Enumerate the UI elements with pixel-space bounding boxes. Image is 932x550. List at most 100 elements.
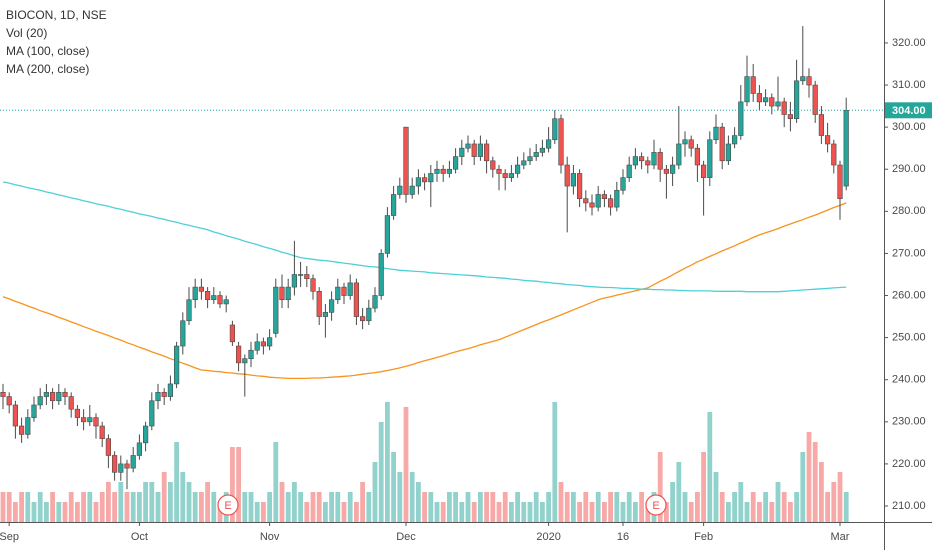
- candle-body: [167, 383, 174, 397]
- volume-bar: [354, 502, 359, 522]
- volume-bar: [440, 502, 446, 522]
- volume-bar: [397, 472, 403, 522]
- volume-bar: [546, 492, 551, 522]
- candle-body: [304, 274, 310, 279]
- y-tick-label: 260.00: [892, 289, 926, 301]
- candle-body: [279, 286, 285, 301]
- candle-body: [539, 147, 545, 153]
- volume-bar: [292, 482, 297, 522]
- volume-bar: [583, 492, 589, 522]
- event-label: E: [224, 500, 231, 512]
- candle-body: [793, 80, 800, 120]
- candle-body: [229, 324, 236, 343]
- candle-body: [645, 160, 651, 166]
- candle-body: [174, 345, 180, 385]
- candle-body: [545, 139, 552, 149]
- volume-bar: [261, 502, 266, 522]
- volume-bar: [701, 452, 706, 522]
- volume-bar: [453, 492, 458, 522]
- volume-bar: [68, 492, 74, 522]
- candle-body: [725, 143, 731, 162]
- volume-bar: [267, 492, 272, 522]
- y-tick-label: 230.00: [892, 416, 926, 428]
- volume-bar: [403, 407, 409, 522]
- last-price-label: 304.00: [892, 105, 926, 117]
- candle-body: [291, 274, 298, 288]
- candle-body: [130, 455, 136, 469]
- x-tick-label: Nov: [260, 531, 280, 543]
- volume-bar: [571, 492, 576, 522]
- candle-body: [818, 114, 824, 136]
- volume-bar: [416, 482, 421, 522]
- volume-bar: [837, 472, 843, 522]
- candle-body: [564, 164, 570, 187]
- volume-bar: [56, 502, 62, 522]
- volume-bar: [366, 492, 372, 522]
- volume-bar: [360, 482, 365, 522]
- volume-bar: [6, 492, 12, 522]
- candle-body: [781, 101, 787, 115]
- volume-bar: [31, 502, 37, 522]
- volume-bar: [230, 447, 235, 522]
- candle-body: [403, 126, 409, 195]
- candle-body: [285, 286, 291, 301]
- candle-body: [527, 156, 533, 162]
- candle-body: [831, 143, 837, 166]
- volume-bar: [670, 482, 675, 522]
- event-circle: [217, 494, 239, 516]
- candle-body: [694, 147, 700, 166]
- candle-body: [49, 392, 56, 402]
- volume-bar: [577, 502, 582, 522]
- candle-body: [254, 341, 260, 351]
- volume-bar: [50, 492, 55, 522]
- volume-bar: [143, 482, 148, 522]
- volume-bar: [62, 502, 68, 522]
- candle-body: [118, 463, 124, 473]
- candle-body: [378, 253, 384, 296]
- candle-body: [328, 299, 335, 313]
- candle-body: [744, 76, 750, 103]
- candle-body: [483, 143, 490, 162]
- volume-bar: [378, 422, 384, 522]
- volume-bar: [217, 502, 223, 522]
- last-price-box: [885, 102, 932, 119]
- candle-body: [651, 152, 657, 166]
- volume-bar: [763, 492, 768, 522]
- candle-body: [248, 349, 254, 359]
- volume-bar: [471, 502, 477, 522]
- volume-bar: [558, 482, 564, 522]
- candle-body: [105, 438, 111, 456]
- candle-body: [266, 337, 273, 347]
- candle-body: [236, 345, 242, 364]
- candle-body: [434, 168, 440, 174]
- candle-body: [143, 425, 149, 444]
- candle-body: [260, 341, 267, 347]
- y-tick-label: 290.00: [892, 163, 926, 175]
- candle-body: [136, 442, 143, 456]
- volume-bar: [719, 492, 725, 522]
- candle-body: [762, 97, 769, 103]
- volume-bar: [329, 492, 334, 522]
- candle-body: [707, 139, 713, 178]
- candle-body: [31, 404, 37, 418]
- candle-body: [490, 160, 496, 170]
- volume-bar: [831, 482, 837, 522]
- candle-body: [93, 417, 99, 427]
- x-tick-label: Mar: [831, 531, 850, 543]
- candle-body: [471, 143, 477, 157]
- volume-bar: [137, 492, 142, 522]
- y-tick-label: 210.00: [892, 500, 926, 512]
- volume-bar: [695, 492, 700, 522]
- candle-body: [161, 392, 167, 397]
- candle-body: [800, 76, 806, 82]
- volume-bar: [118, 482, 124, 522]
- candle-body: [18, 425, 25, 435]
- y-tick-label: 250.00: [892, 332, 926, 344]
- volume-bar: [800, 452, 806, 522]
- volume-bar: [112, 492, 117, 522]
- volume-bar: [205, 482, 210, 522]
- volume-bar: [168, 482, 173, 522]
- volume-bar: [781, 492, 787, 522]
- y-tick-label: 310.00: [892, 79, 926, 91]
